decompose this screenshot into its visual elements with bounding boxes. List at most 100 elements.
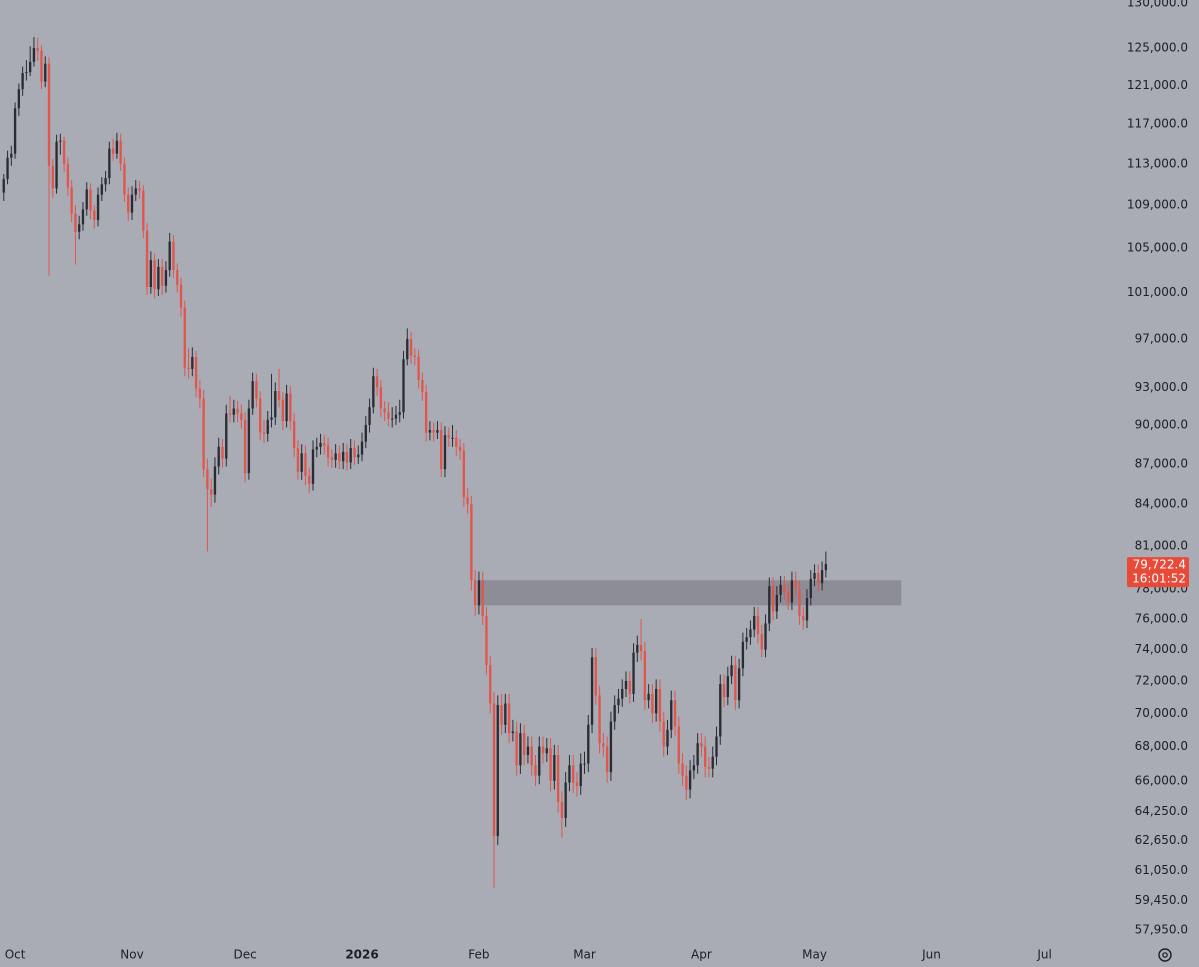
y-tick-label: 66,000.0 <box>1135 773 1188 787</box>
candle-body <box>775 595 779 612</box>
candle-body <box>44 63 47 82</box>
candle-body <box>398 412 401 415</box>
y-tick-label: 61,050.0 <box>1135 863 1188 877</box>
candle-body <box>587 724 590 764</box>
candle-body <box>481 580 484 616</box>
x-tick-label: 2026 <box>345 948 378 962</box>
candle-body <box>609 721 613 773</box>
last-price-tag <box>1127 557 1189 588</box>
candle-body <box>598 695 601 744</box>
y-tick-label: 130,000.0 <box>1127 0 1188 9</box>
candle-body <box>277 391 281 400</box>
candle-body <box>47 63 51 166</box>
candle-body <box>115 140 119 154</box>
candle-body <box>417 356 420 380</box>
candle-body <box>21 73 24 90</box>
candle-body <box>157 266 160 290</box>
settings-icon[interactable] <box>1158 948 1172 962</box>
x-tick-label: Oct <box>5 948 26 962</box>
candle-body <box>790 580 794 603</box>
candle-body <box>202 398 205 470</box>
candle-body <box>6 157 9 180</box>
candle-body <box>323 442 326 446</box>
x-tick-label: Jul <box>1036 948 1051 962</box>
candle-body <box>119 140 122 164</box>
candle-body <box>364 424 367 442</box>
candle-body <box>553 755 556 781</box>
candle-body <box>153 260 156 290</box>
y-tick-label: 68,000.0 <box>1135 739 1188 753</box>
candles <box>2 37 828 889</box>
candle-body <box>470 504 473 581</box>
candle-body <box>813 573 816 579</box>
candle-body <box>172 241 175 271</box>
candle-body <box>10 153 13 158</box>
candle-body <box>179 284 183 308</box>
candle-body <box>621 688 624 699</box>
candle-body <box>300 453 303 472</box>
y-tick-label: 113,000.0 <box>1127 156 1188 170</box>
candle-body <box>507 703 511 734</box>
candle-body <box>221 446 224 459</box>
candle-body <box>85 189 88 210</box>
candle-body <box>13 108 17 154</box>
candle-body <box>259 398 262 433</box>
candle-body <box>447 435 450 438</box>
candle-body <box>737 668 741 701</box>
candle-body <box>515 731 518 766</box>
candle-body <box>794 580 797 590</box>
candle-body <box>696 743 699 766</box>
candle-body <box>745 637 748 642</box>
candle-body <box>673 700 677 727</box>
candle-body <box>704 746 707 767</box>
candle-body <box>523 733 526 756</box>
candle-body <box>455 437 458 447</box>
candle-body <box>500 705 503 725</box>
candle-body <box>89 189 92 211</box>
candle-body <box>636 644 639 653</box>
gear-ring[interactable] <box>1158 948 1172 962</box>
candle-body <box>194 356 198 389</box>
candle-body <box>232 408 235 415</box>
candle-body <box>771 586 775 612</box>
candle-body <box>749 629 752 638</box>
candle-body <box>240 413 243 420</box>
candle-body <box>164 270 168 286</box>
candle-body <box>726 676 729 698</box>
candle-body <box>266 419 269 434</box>
y-tick-label: 90,000.0 <box>1135 417 1188 431</box>
y-tick-label: 105,000.0 <box>1127 241 1188 255</box>
candle-body <box>198 388 202 399</box>
candle-body <box>443 435 447 470</box>
candle-body <box>70 187 73 214</box>
candle-body <box>368 407 371 425</box>
candle-body <box>296 448 300 472</box>
candle-body <box>538 746 541 776</box>
candle-body <box>326 445 330 458</box>
candle-body <box>624 680 628 689</box>
candle-body <box>123 163 126 195</box>
candle-body <box>541 746 545 754</box>
candle-body <box>104 178 107 185</box>
candle-body <box>289 393 292 422</box>
candle-body <box>700 743 703 747</box>
candle-body <box>292 421 296 449</box>
candle-body <box>688 770 692 790</box>
candle-body <box>213 466 217 495</box>
candle-body <box>534 765 537 776</box>
candle-body <box>338 453 341 462</box>
candle-body <box>228 413 232 415</box>
candle-body <box>519 733 522 766</box>
y-tick-label: 101,000.0 <box>1127 285 1188 299</box>
candle-body <box>632 652 635 694</box>
candle-body <box>341 452 345 462</box>
gear-hub[interactable] <box>1162 952 1168 958</box>
candle-body <box>458 446 462 451</box>
candle-body <box>575 782 579 787</box>
candle-body <box>32 47 36 62</box>
candle-body <box>530 746 533 766</box>
y-tick-label: 125,000.0 <box>1127 40 1188 54</box>
candle-body <box>40 50 43 82</box>
candle-body <box>579 763 582 787</box>
